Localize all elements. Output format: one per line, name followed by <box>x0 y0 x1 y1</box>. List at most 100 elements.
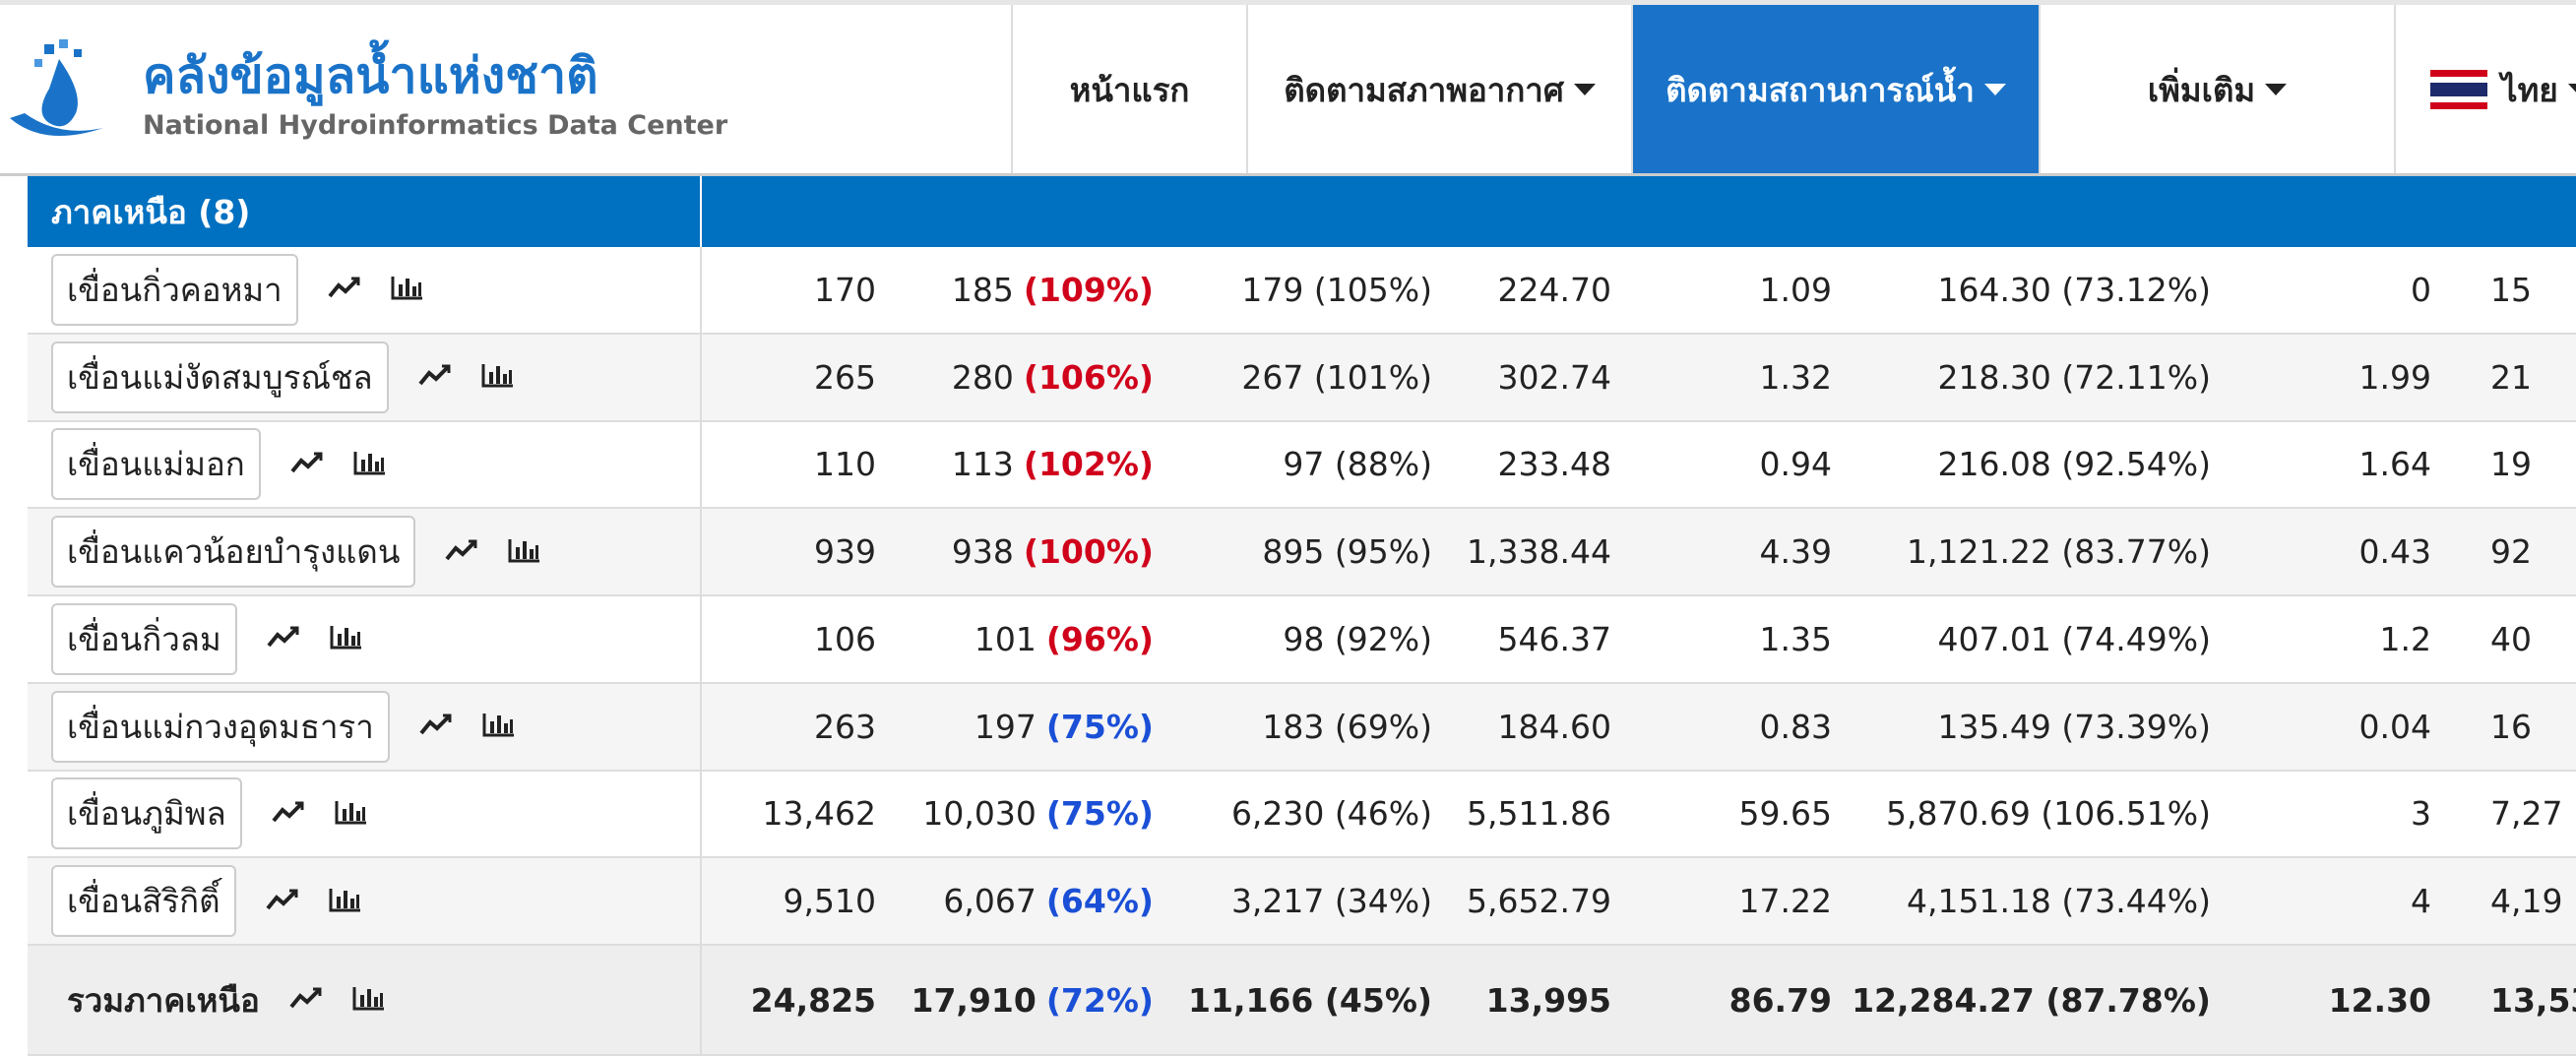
data-cell: 1.35 <box>1760 596 1832 682</box>
dam-button[interactable]: เขื่อนสิริกิติ์ <box>51 865 236 938</box>
cell-value: 16 <box>2490 707 2532 746</box>
cell-value: 938 <box>951 532 1014 572</box>
chart-icon[interactable] <box>272 799 305 829</box>
data-cell: 197 (75%) <box>974 684 1154 770</box>
cell-value: 0 <box>2411 270 2431 309</box>
data-cell: 86.79 <box>1729 946 1832 1054</box>
data-cell: 10,030 (75%) <box>922 772 1154 857</box>
percent: (64%) <box>1045 882 1154 921</box>
cell-value: 3 <box>2411 794 2431 834</box>
cell-value: 184.60 <box>1497 707 1611 746</box>
name-cell: เขื่อนแม่งัดสมบูรณ์ชล <box>28 334 702 420</box>
cell-value: 224.70 <box>1497 270 1611 309</box>
dam-button[interactable]: เขื่อนแม่งัดสมบูรณ์ชล <box>51 341 389 413</box>
data-cell: 5,870.69 (106.51%) <box>1886 772 2211 857</box>
nav-label: ไทย <box>2501 70 2558 109</box>
cell-value: 12,284.27 (87.78%) <box>1852 980 2211 1020</box>
chart-icon[interactable] <box>328 275 361 304</box>
data-cell: 19 <box>2490 422 2532 508</box>
cell-value: 7,27 <box>2490 794 2563 834</box>
site-title: คลังข้อมูลน้ำแห่งชาติ <box>143 47 598 104</box>
chart-icon[interactable] <box>418 362 452 392</box>
chart-icon[interactable] <box>419 712 453 741</box>
chart-icon[interactable] <box>290 450 324 479</box>
top-bar <box>0 0 2576 5</box>
cell-value: 895 (95%) <box>1262 532 1432 572</box>
cell-value: 113 <box>951 445 1014 484</box>
data-cell: 265 <box>814 335 876 420</box>
nav-language[interactable]: ไทย <box>2394 5 2576 174</box>
data-cell: 184.60 <box>1498 684 1611 770</box>
header-border <box>0 173 2576 176</box>
table-row: เขื่อนแควน้อยบำรุงแดน 939 938 (100%) 895 (95… <box>28 509 2576 596</box>
bar-icon[interactable] <box>335 799 368 829</box>
cell-value: 183 (69%) <box>1262 707 1432 746</box>
dam-button[interactable]: เขื่อนภูมิพล <box>51 777 242 850</box>
name-cell: เขื่อนแม่มอก <box>28 421 702 508</box>
data-cell: 0 <box>2411 247 2431 333</box>
data-cell: 12.30 <box>2329 946 2431 1054</box>
cell-value: 1,338.44 <box>1467 532 1611 572</box>
cell-value: 0.83 <box>1759 707 1832 746</box>
percent: (102%) <box>1023 445 1154 484</box>
data-cell: 110 <box>814 422 876 508</box>
nav-water[interactable]: ติดตามสถานการณ์น้ำ <box>1631 5 2039 174</box>
cell-value: 218.30 (72.11%) <box>1937 357 2211 397</box>
cell-value: 280 <box>951 357 1014 397</box>
region-cell: ภาคเหนือ (8) <box>28 176 702 247</box>
data-cell: 5,511.86 <box>1467 772 1611 857</box>
cell-value: 11,166 (45%) <box>1188 980 1432 1020</box>
bar-icon[interactable] <box>353 450 387 479</box>
table-row: เขื่อนสิริกิติ์ 9,510 6,067 (64%) 3,217 (34%… <box>28 858 2576 946</box>
dam-button[interactable]: เขื่อนแม่กวงอุดมธารา <box>51 690 390 763</box>
data-cell: 13,995 <box>1486 946 1611 1054</box>
cell-value: 21 <box>2490 357 2532 397</box>
dam-button[interactable]: เขื่อนกิ่วคอหมา <box>51 253 298 326</box>
cell-value: 59.65 <box>1738 794 1832 834</box>
nav-more[interactable]: เพิ่มเติม <box>2039 5 2394 174</box>
flag <box>2430 70 2487 109</box>
data-cell: 13,53 <box>2490 946 2576 1054</box>
data-cell: 13,462 <box>763 772 876 857</box>
percent: (106%) <box>1023 357 1154 397</box>
total-row: รวมภาคเหนือ 24,825 17,910 (72%) 11,166 (45%)… <box>28 946 2576 1056</box>
data-cell: 4.39 <box>1760 509 1832 594</box>
nav-label: ติดตามสถานการณ์น้ำ <box>1665 70 1975 109</box>
cell-value: 1.64 <box>2358 445 2431 484</box>
data-cell: 92 <box>2490 509 2532 594</box>
data-cell: 0.94 <box>1760 422 1832 508</box>
data-cell: 12,284.27 (87.78%) <box>1852 946 2211 1054</box>
cell-value: 24,825 <box>750 980 876 1020</box>
cell-value: 233.48 <box>1497 445 1611 484</box>
bar-icon[interactable] <box>391 275 424 304</box>
cell-value: 170 <box>814 270 876 309</box>
cell-value: 86.79 <box>1728 980 1832 1020</box>
bar-icon[interactable] <box>481 362 515 392</box>
bar-icon[interactable] <box>329 887 362 916</box>
data-cell: 135.49 (73.39%) <box>1937 684 2211 770</box>
nav-home[interactable]: หน้าแรก <box>1011 5 1246 174</box>
bar-icon[interactable] <box>352 985 386 1015</box>
dam-button[interactable]: เขื่อนกิ่วลม <box>51 602 237 675</box>
dam-button[interactable]: เขื่อนแม่มอก <box>51 428 261 501</box>
dam-button[interactable]: เขื่อนแควน้อยบำรุงแดน <box>51 516 416 589</box>
data-cell: 164.30 (73.12%) <box>1937 247 2211 333</box>
data-cell: 9,510 <box>784 858 876 944</box>
data-cell: 1,121.22 (83.77%) <box>1907 509 2211 594</box>
data-cell: 17,910 (72%) <box>911 946 1155 1054</box>
bar-icon[interactable] <box>330 624 363 653</box>
bar-icon[interactable] <box>508 537 541 567</box>
name-cell: เขื่อนแม่กวงอุดมธารา <box>28 683 702 770</box>
chart-icon[interactable] <box>267 624 300 653</box>
data-cell: 1.32 <box>1760 335 1832 420</box>
data-cell: 106 <box>814 596 876 682</box>
chart-icon[interactable] <box>265 887 299 916</box>
chart-icon[interactable] <box>289 985 323 1015</box>
nav-weather[interactable]: ติดตามสภาพอากาศ <box>1246 5 1631 174</box>
chart-icon[interactable] <box>445 537 478 567</box>
bar-icon[interactable] <box>482 712 516 741</box>
region-label: ภาคเหนือ (8) <box>51 192 251 231</box>
data-cell: 4,19 <box>2490 858 2562 944</box>
data-cell: 59.65 <box>1739 772 1832 857</box>
